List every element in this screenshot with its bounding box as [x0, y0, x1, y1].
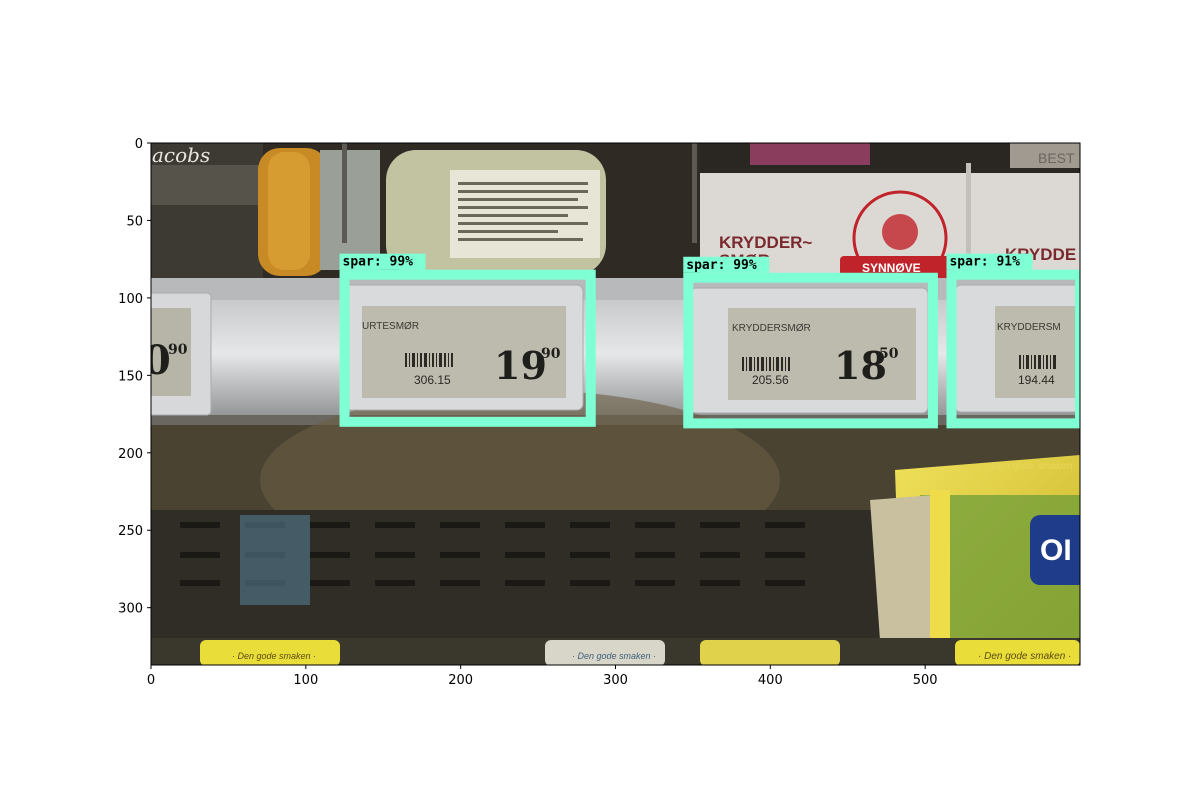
- top-shelf-products: acobs BEST KRYDDER: [151, 143, 1080, 284]
- price-tag-1-price: 19: [494, 343, 547, 388]
- brand-text: acobs: [152, 143, 210, 167]
- price-tag-2-unit-price: 205.56: [752, 373, 789, 387]
- price-tag-left-price: 0: [143, 337, 171, 384]
- y-tick-label: 150: [118, 369, 143, 384]
- corner-text: BEST: [1038, 150, 1075, 166]
- price-tag-2-decimals: 50: [879, 346, 899, 362]
- x-tick-label: 0: [147, 673, 155, 688]
- y-axis: 0 50 100 150 200 250 300: [118, 137, 151, 617]
- bottom-slogan-1: · Den gode smaken ·: [232, 651, 316, 661]
- y-tick-label: 300: [118, 602, 143, 617]
- y-tick-label: 250: [118, 524, 143, 539]
- bottom-slogan-2: · Den gode smaken ·: [572, 651, 656, 661]
- y-tick-label: 200: [118, 447, 143, 462]
- y-tick-label: 100: [118, 292, 143, 307]
- price-tag-3-product: KRYDDERSM: [997, 322, 1061, 333]
- detection-label: spar: 99%: [686, 258, 757, 273]
- detection-label: spar: 99%: [343, 255, 414, 270]
- price-tag-3-unit-price: 194.44: [1018, 373, 1055, 387]
- bottom-slogan-3: · Den gode smaken ·: [978, 651, 1071, 662]
- x-axis: 0 100 200 300 400 500: [147, 665, 938, 688]
- price-tag-1-unit-price: 306.15: [414, 373, 451, 387]
- price-tag-3: KRYDDERSM 194.44: [955, 285, 1080, 412]
- yellow-box-slogan: · Den gode smaken ·: [985, 461, 1078, 472]
- lower-shelf: · Den gode smaken · OI · Den gode smaken…: [151, 390, 1090, 668]
- price-tag-left-edge: 0 90: [143, 293, 211, 415]
- price-tag-1: URTESMØR 306.15 19 90: [345, 285, 583, 410]
- y-tick-label: 50: [126, 214, 143, 229]
- photo: acobs BEST KRYDDER: [143, 143, 1090, 668]
- x-tick-label: 500: [913, 673, 938, 688]
- box-logo: OI: [1040, 534, 1072, 567]
- y-tick-label: 0: [135, 137, 143, 152]
- x-tick-label: 100: [293, 673, 318, 688]
- detection-label: spar: 91%: [949, 255, 1020, 270]
- x-tick-label: 300: [603, 673, 628, 688]
- price-tag-1-product: URTESMØR: [362, 321, 419, 332]
- package-headline: KRYDDER~: [719, 233, 812, 252]
- price-tag-left-decimals: 90: [168, 342, 188, 358]
- price-tag-2-product: KRYDDERSMØR: [732, 323, 811, 334]
- x-tick-label: 200: [448, 673, 473, 688]
- price-tag-1-decimals: 90: [541, 346, 561, 362]
- x-tick-label: 400: [758, 673, 783, 688]
- price-tag-2: KRYDDERSMØR 205.56 18 50: [690, 288, 928, 413]
